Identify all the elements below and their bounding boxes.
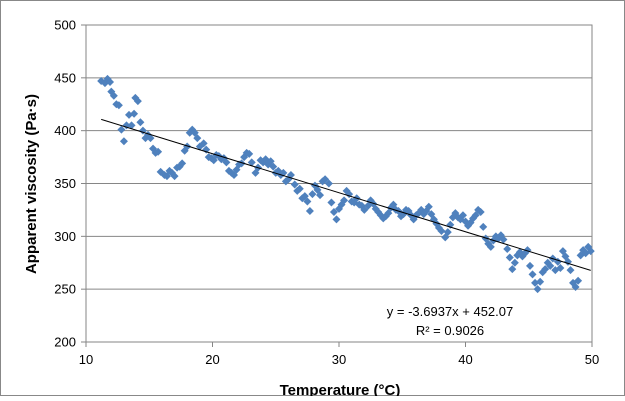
data-point bbox=[437, 227, 446, 236]
data-point bbox=[321, 175, 330, 184]
data-point bbox=[316, 191, 325, 200]
data-point bbox=[133, 97, 142, 106]
data-point bbox=[237, 159, 246, 168]
data-point bbox=[114, 101, 123, 110]
data-point bbox=[327, 198, 336, 207]
data-point bbox=[508, 265, 517, 274]
data-point bbox=[586, 247, 595, 256]
x-tick-label: 10 bbox=[79, 352, 93, 367]
data-point bbox=[329, 208, 338, 217]
data-point bbox=[117, 125, 126, 134]
data-point bbox=[324, 179, 333, 188]
data-point bbox=[479, 222, 488, 231]
data-point bbox=[199, 139, 208, 148]
data-point bbox=[499, 235, 508, 244]
data-point bbox=[531, 278, 540, 287]
data-point bbox=[546, 261, 555, 270]
x-axis-title: Temperature (°C) bbox=[280, 382, 401, 396]
x-axis-ticks: 10 20 30 40 50 bbox=[79, 342, 599, 367]
data-point bbox=[360, 205, 369, 214]
y-tick-label: 250 bbox=[54, 282, 76, 297]
data-point bbox=[202, 145, 211, 154]
x-tick-label: 40 bbox=[458, 352, 472, 367]
data-point bbox=[119, 137, 128, 146]
data-point bbox=[109, 91, 118, 100]
data-point bbox=[536, 277, 545, 286]
data-point bbox=[106, 78, 115, 87]
data-point bbox=[528, 270, 537, 279]
y-tick-label: 450 bbox=[54, 70, 76, 85]
data-point bbox=[136, 118, 145, 127]
data-point bbox=[332, 215, 341, 224]
data-point bbox=[566, 266, 575, 275]
data-point bbox=[290, 180, 299, 189]
data-point bbox=[523, 246, 532, 255]
y-tick-label: 500 bbox=[54, 18, 76, 33]
trendline bbox=[101, 118, 591, 271]
data-point bbox=[308, 190, 317, 199]
data-point bbox=[127, 121, 136, 130]
data-point bbox=[443, 228, 452, 237]
data-point bbox=[486, 242, 495, 251]
data-point bbox=[556, 264, 565, 273]
data-point bbox=[303, 197, 312, 206]
data-point bbox=[458, 211, 467, 220]
data-point bbox=[505, 253, 514, 262]
data-point bbox=[510, 258, 519, 267]
data-point bbox=[295, 184, 304, 193]
data-point bbox=[305, 206, 314, 215]
data-point bbox=[340, 196, 349, 205]
data-point bbox=[424, 202, 433, 211]
data-point bbox=[183, 142, 192, 151]
data-point bbox=[251, 168, 260, 177]
x-tick-label: 20 bbox=[205, 352, 219, 367]
data-point bbox=[178, 159, 187, 168]
data-point bbox=[154, 147, 163, 156]
y-tick-label: 200 bbox=[54, 335, 76, 350]
data-point bbox=[146, 134, 155, 143]
data-point bbox=[503, 245, 512, 254]
data-point bbox=[541, 265, 550, 274]
data-point bbox=[193, 134, 202, 143]
data-point bbox=[130, 109, 139, 118]
y-axis-title: Apparent viscosity (Pa·s) bbox=[23, 94, 40, 274]
data-point bbox=[574, 276, 583, 285]
trendline-equation: y = -3.6937x + 452.07 bbox=[387, 304, 513, 319]
data-point bbox=[533, 285, 542, 294]
y-tick-label: 350 bbox=[54, 176, 76, 191]
data-point bbox=[571, 283, 580, 292]
data-point bbox=[269, 162, 278, 171]
data-point bbox=[526, 261, 535, 270]
data-point bbox=[170, 172, 179, 181]
data-points bbox=[97, 74, 595, 294]
y-axis-ticks: 200 250 300 350 400 450 500 bbox=[54, 18, 86, 350]
data-point bbox=[125, 110, 134, 119]
x-tick-label: 30 bbox=[332, 352, 346, 367]
data-point bbox=[245, 149, 254, 158]
trendline-r-squared: R² = 0.9026 bbox=[416, 323, 484, 338]
x-tick-label: 50 bbox=[585, 352, 599, 367]
y-tick-label: 300 bbox=[54, 229, 76, 244]
data-point bbox=[222, 158, 231, 167]
data-point bbox=[247, 158, 256, 167]
y-tick-label: 400 bbox=[54, 123, 76, 138]
data-point bbox=[476, 208, 485, 217]
